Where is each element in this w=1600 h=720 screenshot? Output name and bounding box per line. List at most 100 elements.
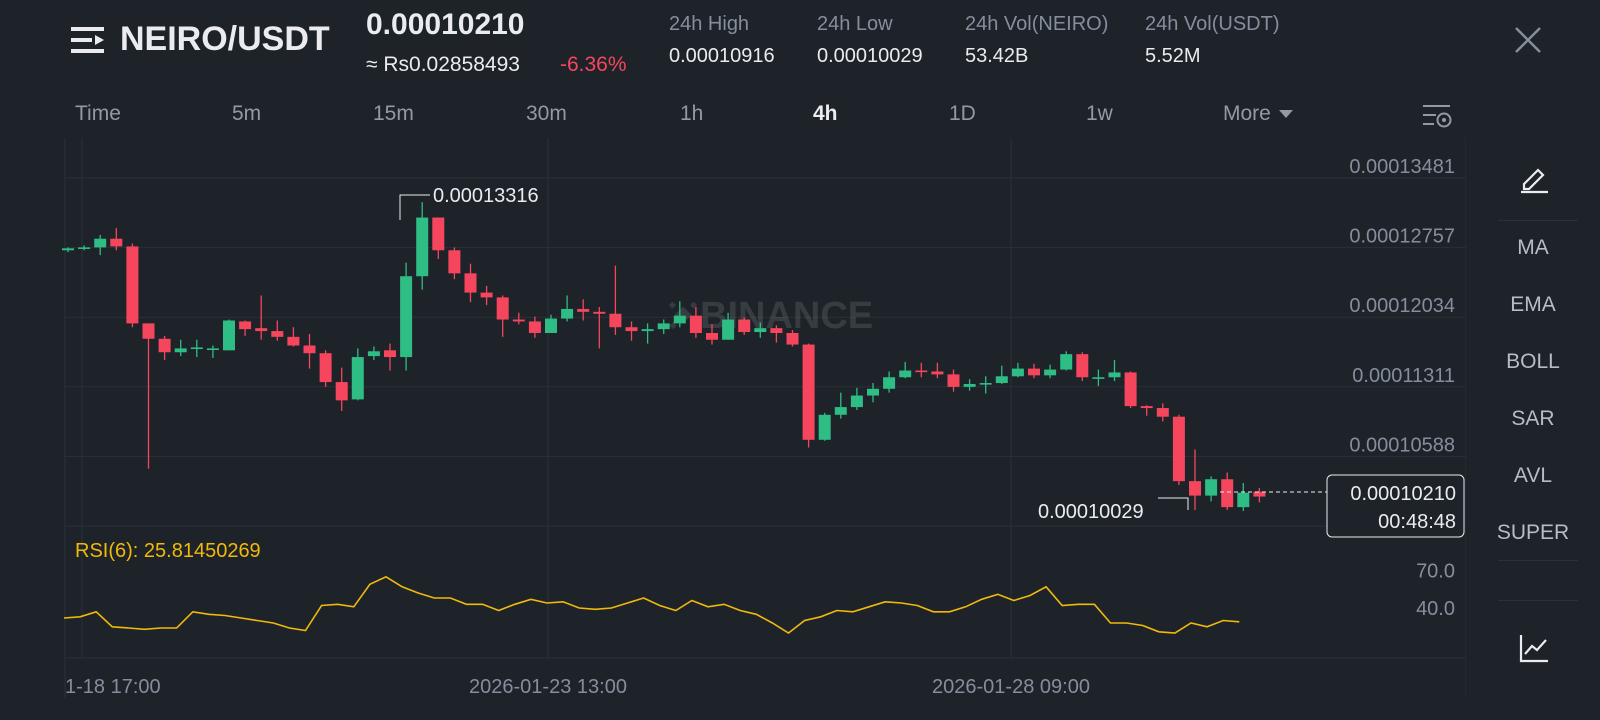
price-tick-label: 0.00012757: [1349, 226, 1455, 248]
tab-4h[interactable]: 4h: [813, 102, 838, 125]
local-price: ≈ Rs0.02858493: [366, 53, 520, 76]
candle-body: [641, 329, 654, 332]
stat-low-label: 24h Low: [817, 13, 893, 35]
close-icon[interactable]: [1510, 22, 1546, 58]
candle-body: [899, 370, 912, 378]
candle-body: [1092, 377, 1105, 379]
candle-body: [319, 353, 332, 383]
indicator-boll[interactable]: BOLL: [1506, 350, 1560, 373]
candle-body: [947, 374, 960, 387]
candle-body: [786, 332, 799, 345]
indicator-ema[interactable]: EMA: [1510, 293, 1556, 316]
chart-grid: [64, 138, 1466, 698]
tab-more[interactable]: More: [1223, 102, 1293, 126]
indicator-super[interactable]: SUPER: [1496, 521, 1570, 544]
candle-body: [738, 319, 751, 333]
candle-body: [1221, 479, 1234, 508]
candle-body: [706, 332, 718, 340]
tab-15m[interactable]: 15m: [373, 102, 414, 125]
stat-vol-quote-label: 24h Vol(USDT): [1145, 13, 1280, 35]
candle-body: [432, 217, 445, 251]
rsi-tick-label: 40.0: [1416, 598, 1455, 620]
candle-body: [174, 348, 187, 353]
candle-body: [722, 319, 735, 340]
time-tick-label: 1-18 17:00: [65, 676, 161, 698]
list-menu-icon[interactable]: [71, 24, 105, 56]
candle-body: [1076, 354, 1089, 378]
indicator-ma[interactable]: MA: [1517, 236, 1549, 259]
candle-body: [271, 331, 284, 337]
candle-body: [802, 344, 815, 440]
candle-body: [1011, 368, 1024, 377]
interval-tabs: Time 5m 15m 30m 1h 4h 1D 1w More: [0, 96, 1460, 136]
tab-more-label: More: [1223, 102, 1271, 125]
candle-body: [834, 407, 847, 415]
tab-1h[interactable]: 1h: [680, 102, 704, 125]
candle-body: [239, 321, 252, 330]
candle-body: [400, 276, 413, 358]
candle-body: [351, 357, 364, 400]
candle-body: [931, 371, 944, 375]
candle-body: [545, 318, 557, 333]
candle-body: [850, 395, 863, 408]
time-tick-label: 2026-01-28 09:00: [932, 676, 1090, 698]
candle-body: [883, 377, 896, 389]
chart-area[interactable]: BINANCE 0.000134810.000127570.000120340.…: [0, 138, 1466, 708]
candle-body: [1253, 491, 1266, 497]
pair-title[interactable]: NEIRO/USDT: [120, 20, 330, 58]
price-tick-label: 0.00012034: [1349, 295, 1455, 317]
line-chart-icon[interactable]: [1518, 632, 1550, 664]
candle-body: [110, 238, 123, 247]
candle-body: [1124, 372, 1137, 407]
candle-body: [94, 238, 107, 248]
candle-body: [754, 328, 767, 333]
price-tick-label: 0.00010588: [1349, 434, 1455, 456]
candle-body: [1108, 372, 1121, 378]
stat-high-value: 0.00010916: [669, 45, 775, 67]
candle-body: [818, 414, 831, 440]
pencil-draw-icon[interactable]: [1518, 162, 1550, 194]
candle-body: [593, 311, 606, 314]
tab-time[interactable]: Time: [75, 102, 121, 125]
candle-body: [1205, 479, 1218, 496]
candle-body: [979, 383, 992, 385]
candle-body: [963, 383, 976, 387]
high-marker-label: 0.00013316: [433, 185, 539, 207]
candle-body: [995, 376, 1008, 384]
candle-body: [496, 297, 509, 320]
chart-settings-icon[interactable]: [1420, 100, 1454, 132]
candle-body: [528, 321, 541, 333]
candle-body: [62, 248, 74, 251]
candle-body: [867, 388, 879, 396]
candle-body: [770, 328, 783, 333]
candle-body: [609, 313, 622, 328]
tab-30m[interactable]: 30m: [526, 102, 567, 125]
stat-high-label: 24h High: [669, 13, 750, 35]
last-price: 0.00010210: [366, 8, 525, 41]
candle-body: [384, 350, 396, 358]
panel-divider: [1498, 600, 1578, 601]
candle-body: [1140, 406, 1153, 409]
candle-body: [1172, 416, 1185, 482]
candle-body: [689, 315, 702, 333]
tab-1d[interactable]: 1D: [949, 102, 976, 125]
indicator-sar[interactable]: SAR: [1511, 407, 1555, 430]
price-axis: 0.00013481 0.00012757 0.00012034 0.00011311…: [1349, 156, 1455, 620]
header: NEIRO/USDT 0.00010210 ≈ Rs0.02858493 -6.…: [0, 0, 1600, 90]
candle-body: [673, 315, 686, 324]
stat-vol-quote-value: 5.52M: [1145, 45, 1201, 67]
rsi-tick-label: 70.0: [1416, 561, 1455, 583]
candle-body: [480, 292, 493, 298]
candle-body: [657, 323, 670, 330]
candle-body: [915, 370, 928, 373]
caret-down-icon: [1278, 110, 1293, 118]
candle-body: [206, 348, 219, 350]
candle-body: [416, 217, 429, 277]
candle-body: [1189, 481, 1201, 496]
price-change: -6.36%: [560, 53, 627, 76]
candle-body: [223, 320, 235, 351]
tab-5m[interactable]: 5m: [232, 102, 262, 125]
indicator-avl[interactable]: AVL: [1513, 464, 1553, 487]
candle-body: [303, 345, 316, 354]
tab-1w[interactable]: 1w: [1086, 102, 1113, 125]
